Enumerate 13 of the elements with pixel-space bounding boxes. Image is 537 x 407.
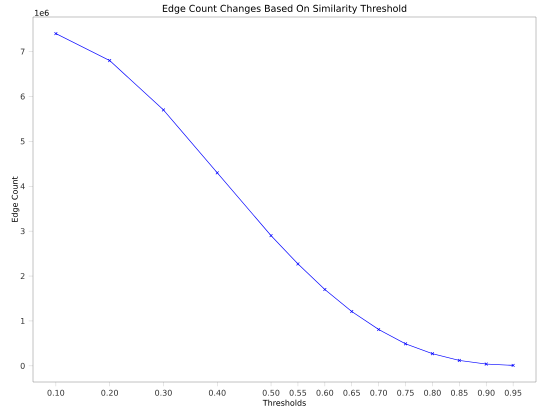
point: [404, 342, 408, 346]
point: [376, 328, 380, 332]
point: [484, 362, 488, 366]
point: [350, 310, 354, 314]
point: [215, 171, 220, 175]
point: [430, 352, 434, 356]
point: [296, 262, 300, 266]
point: [162, 108, 166, 112]
point: [458, 358, 462, 362]
chart-title: Edge Count Changes Based On Similarity Threshold: [162, 4, 406, 14]
point: [323, 288, 327, 292]
point: [269, 234, 273, 238]
point: [108, 58, 112, 62]
